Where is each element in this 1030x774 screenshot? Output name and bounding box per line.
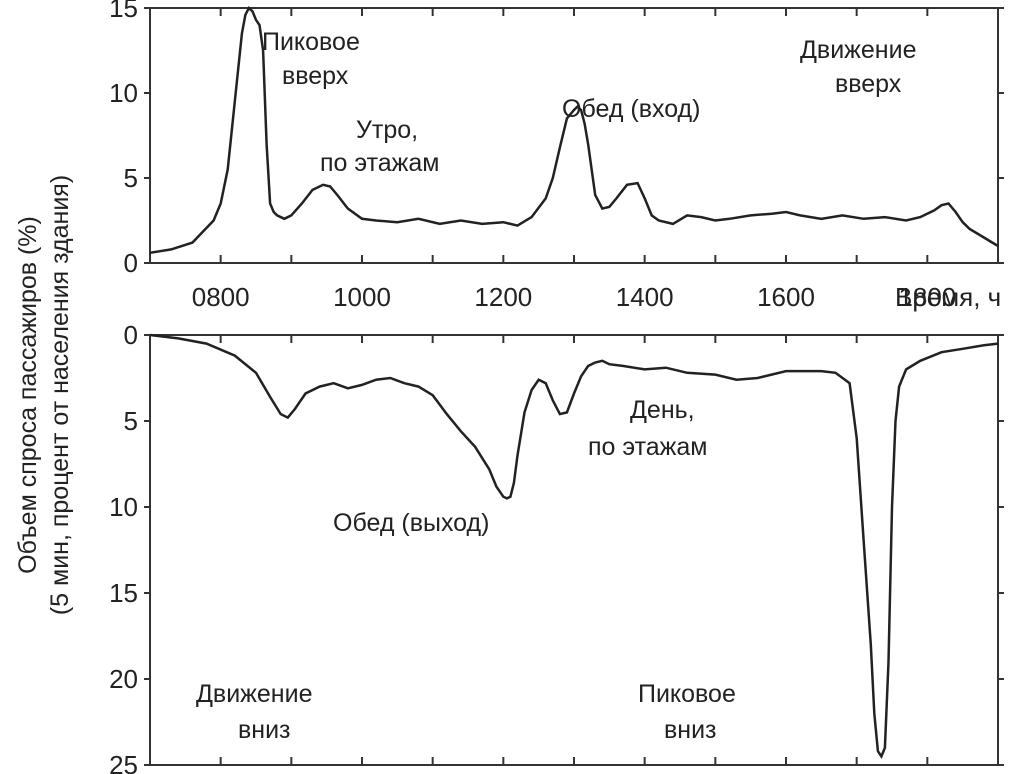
- x-tick-label: 1600: [757, 282, 815, 312]
- annotation-up-peak-line2: вверх: [282, 62, 349, 90]
- annotation-down-traffic-line2: вниз: [238, 716, 291, 744]
- lower-y-tick-label: 5: [124, 406, 138, 436]
- x-tick-label: 1200: [474, 282, 532, 312]
- annotation-up-traffic-line2: вверх: [835, 70, 902, 98]
- upper-y-tick-label: 5: [124, 163, 138, 193]
- x-tick-label: 1800: [898, 282, 956, 312]
- annotation-afternoon-line2: по этажам: [588, 433, 707, 461]
- y-axis-label-line2: (5 мин, процент от населения здания): [46, 175, 74, 615]
- lower-y-tick-label: 25: [109, 750, 138, 774]
- x-tick-label: 1000: [333, 282, 391, 312]
- annotation-lunch-out: Обед (выход): [333, 509, 489, 537]
- lower-y-tick-label: 20: [109, 664, 138, 694]
- annotation-morning-line1: Утро,: [356, 116, 418, 144]
- lower-y-tick-label: 15: [109, 578, 138, 608]
- upper-y-tick-label: 15: [109, 0, 138, 23]
- lower-series-line: [149, 333, 999, 760]
- x-axis-label: Время, ч: [895, 282, 1001, 312]
- annotation-afternoon-line1: День,: [630, 396, 695, 424]
- lower-y-tick-label: 0: [124, 320, 138, 350]
- annotation-up-peak-line1: Пиковое: [262, 28, 360, 56]
- annotation-lunch-in: Обед (вход): [562, 95, 700, 123]
- upper-y-tick-label: 0: [124, 248, 138, 278]
- upper-series-line: [149, 5, 999, 255]
- lower-y-tick-label: 10: [109, 492, 138, 522]
- x-tick-label: 0800: [192, 282, 250, 312]
- upper-y-tick-label: 10: [109, 78, 138, 108]
- annotation-morning-line2: по этажам: [320, 149, 439, 177]
- annotation-down-peak-line2: вниз: [664, 716, 717, 744]
- annotation-up-traffic-line1: Движение: [800, 36, 916, 64]
- annotation-down-traffic-line1: Движение: [196, 680, 312, 708]
- x-tick-label: 1400: [616, 282, 674, 312]
- annotation-down-peak-line1: Пиковое: [638, 680, 736, 708]
- y-axis-label-line1: Объем спроса пассажиров (%): [14, 216, 42, 574]
